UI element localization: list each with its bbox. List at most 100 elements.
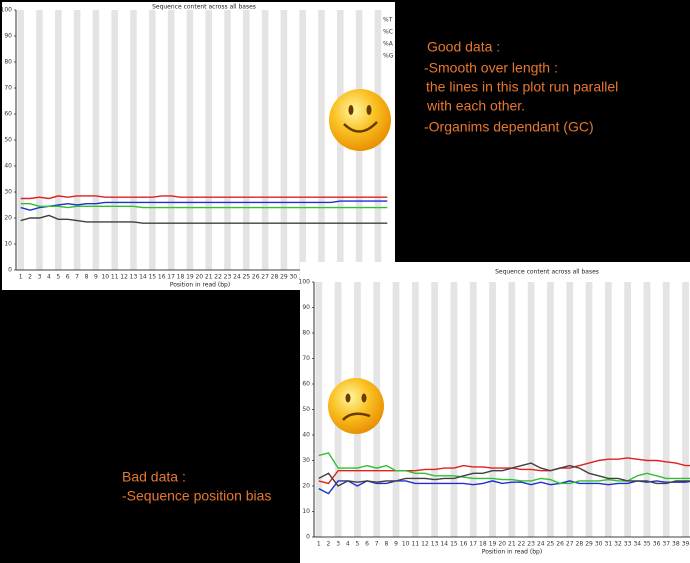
x-tick-label: 6	[66, 274, 70, 281]
y-tick-label: 50	[302, 406, 310, 413]
x-tick-label: 38	[672, 541, 680, 548]
x-tick-label: 3	[336, 541, 340, 548]
x-tick-label: 18	[479, 541, 487, 548]
series-line	[20, 214, 388, 224]
legend-entry: %A	[383, 41, 394, 48]
x-tick-label: 3	[38, 274, 42, 281]
stripe	[36, 10, 43, 270]
stripe	[604, 282, 612, 537]
x-tick-label: 2	[327, 541, 331, 548]
stripe	[224, 10, 231, 270]
y-tick-label: 10	[302, 508, 310, 515]
series-line	[318, 480, 690, 495]
smiley-sad	[328, 378, 384, 434]
y-tick-label: 50	[4, 137, 12, 144]
series-line	[20, 203, 388, 209]
y-tick-label: 30	[302, 457, 310, 464]
legend-entry: %T	[383, 17, 393, 24]
x-tick-label: 29	[585, 541, 593, 548]
x-tick-label: 28	[271, 274, 279, 281]
x-tick-label: 5	[356, 541, 360, 548]
x-tick-label: 32	[614, 541, 622, 548]
chart-good: Sequence content across all bases 0 10 20 30…	[1, 2, 395, 290]
x-tick-label: 24	[537, 541, 545, 548]
stripe	[73, 10, 81, 270]
stripe	[624, 282, 632, 537]
annotation: the lines in this plot run parallel	[426, 79, 618, 95]
stripe	[243, 10, 250, 270]
y-tick-label: 100	[299, 279, 311, 286]
x-tick-label: 5	[56, 274, 60, 281]
stripe	[682, 282, 689, 537]
x-tick-label: 10	[101, 274, 109, 281]
series-line	[318, 462, 690, 487]
x-tick-label: 13	[130, 274, 138, 281]
x-tick-label: 15	[148, 274, 156, 281]
y-tick-label: 60	[4, 111, 12, 118]
x-tick-label: 20	[195, 274, 203, 281]
x-tick-label: 12	[421, 541, 429, 548]
x-tick-label: 19	[186, 274, 194, 281]
y-tick-label: 20	[302, 483, 310, 490]
stripe	[643, 282, 651, 537]
x-tick-label: 30	[595, 541, 603, 548]
x-tick-label: 9	[394, 541, 398, 548]
x-tick-label: 25	[547, 541, 555, 548]
series-line	[318, 452, 690, 485]
stripe	[318, 10, 325, 270]
x-axis-label: Position in read (bp)	[170, 282, 230, 289]
stripe	[92, 10, 100, 270]
chart-background	[2, 2, 395, 290]
y-tick-label: 80	[4, 59, 12, 66]
x-tick-label: 39	[682, 541, 690, 548]
stripe	[111, 10, 118, 270]
x-tick-label: 21	[205, 274, 213, 281]
annotation: -Smooth over length :	[424, 60, 558, 76]
y-tick-label: 60	[302, 381, 310, 388]
x-tick-label: 31	[605, 541, 613, 548]
x-tick-label: 28	[576, 541, 584, 548]
x-tick-label: 13	[431, 541, 439, 548]
y-tick-label: 70	[4, 85, 12, 92]
x-tick-label: 18	[177, 274, 185, 281]
y-tick-label: 0	[8, 267, 12, 274]
x-tick-label: 1	[19, 274, 23, 281]
stripe	[55, 10, 62, 270]
x-tick-label: 6	[365, 541, 369, 548]
series-line	[318, 457, 690, 485]
x-tick-label: 16	[460, 541, 468, 548]
stripe	[411, 282, 419, 537]
stripe	[17, 10, 24, 270]
stripe	[186, 10, 194, 270]
stripe	[508, 282, 516, 537]
x-tick-label: 14	[440, 541, 448, 548]
annotation: Good data :	[427, 39, 500, 55]
y-tick-label: 20	[4, 215, 12, 222]
stripe	[527, 282, 535, 537]
stripe	[205, 10, 212, 270]
stripe	[167, 10, 175, 270]
annotations: Good data : -Smooth over length : the lin…	[122, 39, 618, 504]
y-tick-label: 40	[4, 163, 12, 170]
x-tick-label: 35	[643, 541, 651, 548]
x-tick-label: 14	[139, 274, 147, 281]
x-tick-label: 30	[289, 274, 297, 281]
y-tick-label: 40	[302, 432, 310, 439]
y-tick-label: 100	[1, 7, 13, 14]
y-tick-label: 90	[4, 33, 12, 40]
x-tick-label: 22	[518, 541, 526, 548]
x-tick-label: 36	[653, 541, 661, 548]
x-tick-label: 15	[450, 541, 458, 548]
stripe	[299, 10, 306, 270]
x-tick-label: 10	[402, 541, 410, 548]
x-tick-label: 20	[498, 541, 506, 548]
stripe	[431, 282, 439, 537]
x-tick-label: 23	[527, 541, 535, 548]
x-tick-label: 23	[224, 274, 232, 281]
annotation: -Organims dependant (GC)	[424, 119, 594, 135]
stripe	[662, 282, 670, 537]
stripe	[489, 282, 496, 537]
stripe	[261, 10, 269, 270]
x-tick-label: 24	[233, 274, 241, 281]
